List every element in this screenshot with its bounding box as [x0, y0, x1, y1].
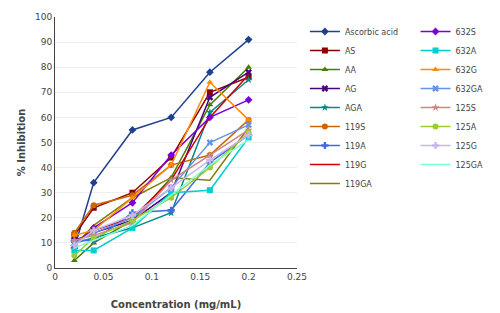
svg-text:119S: 119S [345, 123, 365, 132]
svg-text:0.25: 0.25 [287, 272, 307, 282]
svg-text:119GA: 119GA [345, 180, 372, 189]
svg-text:40: 40 [41, 163, 53, 173]
svg-text:632S: 632S [456, 28, 476, 37]
svg-text:80: 80 [41, 62, 53, 72]
svg-text:20: 20 [41, 213, 53, 223]
svg-text:0.05: 0.05 [93, 272, 113, 282]
svg-text:125GA: 125GA [456, 161, 483, 170]
svg-text:119A: 119A [345, 142, 366, 151]
svg-text:0.1: 0.1 [145, 272, 159, 282]
svg-text:AG: AG [345, 85, 357, 94]
svg-text:Concentration (mg/mL): Concentration (mg/mL) [111, 299, 241, 310]
svg-text:0: 0 [46, 263, 52, 273]
svg-text:125G: 125G [456, 142, 477, 151]
svg-text:AS: AS [345, 47, 356, 56]
svg-text:0.2: 0.2 [241, 272, 255, 282]
svg-text:119G: 119G [345, 161, 366, 170]
svg-text:632A: 632A [456, 47, 477, 56]
svg-text:0.15: 0.15 [190, 272, 210, 282]
svg-text:125S: 125S [456, 104, 476, 113]
svg-text:30: 30 [41, 188, 53, 198]
svg-text:AA: AA [345, 66, 357, 75]
svg-text:125A: 125A [456, 123, 477, 132]
svg-text:Ascorbic acid: Ascorbic acid [345, 28, 398, 37]
svg-text:632G: 632G [456, 66, 477, 75]
svg-text:0: 0 [52, 272, 58, 282]
svg-text:70: 70 [41, 87, 53, 97]
svg-text:10: 10 [41, 238, 53, 248]
svg-text:100: 100 [35, 12, 52, 22]
svg-text:90: 90 [41, 37, 53, 47]
svg-text:50: 50 [41, 138, 53, 148]
svg-text:632GA: 632GA [456, 85, 483, 94]
svg-text:% Inhibition: % Inhibition [16, 109, 27, 177]
svg-text:60: 60 [41, 113, 53, 123]
svg-text:AGA: AGA [345, 104, 363, 113]
